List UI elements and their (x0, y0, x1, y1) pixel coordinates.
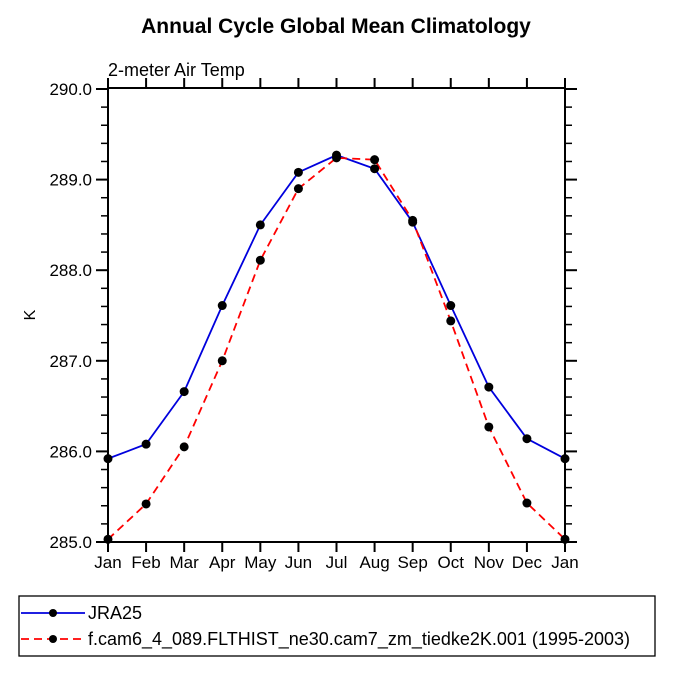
legend-box (18, 595, 656, 657)
legend-sample-marker (49, 609, 57, 617)
x-tick-label: Jan (94, 553, 121, 572)
legend-sample-marker (49, 635, 57, 643)
axis-tick-labels: 285.0 286.0 287.0 288.0 289.0 290.0 Jan Feb Mar A… (49, 80, 578, 572)
series-marker (332, 153, 341, 163)
series-marker (255, 255, 265, 265)
plot-border (107, 87, 566, 543)
series-marker (484, 382, 494, 392)
y-tick-label: 285.0 (49, 533, 92, 552)
series-marker (408, 215, 418, 225)
series-marker (217, 301, 227, 311)
x-tick-label: Oct (438, 553, 465, 572)
chart-subtitle: 2-meter Air Temp (108, 60, 245, 80)
x-tick-label: Apr (209, 553, 236, 572)
series-marker (179, 387, 189, 397)
chart-title: Annual Cycle Global Mean Climatology (141, 15, 531, 38)
x-tick-label: Dec (512, 553, 543, 572)
x-tick-label: Nov (474, 553, 505, 572)
axes-frame (107, 87, 566, 543)
y-tick-label: 290.0 (49, 80, 92, 99)
series-marker (446, 301, 456, 311)
series-marker (217, 356, 227, 366)
series-marker (293, 184, 303, 194)
series-marker (484, 422, 494, 432)
series-line-1 (107, 156, 566, 540)
x-tick-label: May (244, 553, 277, 572)
y-axis-label: K (22, 309, 39, 320)
data-series (103, 150, 570, 544)
y-tick-label: 289.0 (49, 171, 92, 190)
series-marker (141, 439, 151, 449)
x-tick-label: Sep (398, 553, 428, 572)
series-marker (103, 454, 113, 464)
series-marker (103, 534, 113, 544)
x-tick-label: Mar (170, 553, 200, 572)
series-marker (293, 167, 303, 177)
x-tick-label: Jan (551, 553, 578, 572)
y-tick-label: 288.0 (49, 261, 92, 280)
series-marker (370, 164, 380, 174)
y-tick-label: 287.0 (49, 352, 92, 371)
x-tick-label: Aug (359, 553, 389, 572)
series-line-0 (107, 154, 566, 460)
legend-label: f.cam6_4_089.FLTHIST_ne30.cam7_zm_tiedke… (88, 629, 630, 650)
series-marker (446, 316, 456, 326)
x-tick-label: Feb (131, 553, 160, 572)
series-marker (522, 434, 532, 444)
series-marker (560, 534, 570, 544)
series-marker (255, 220, 265, 230)
series-marker (522, 498, 532, 508)
legend-label: JRA25 (88, 603, 142, 623)
axis-ticks (96, 78, 577, 552)
series-marker (370, 155, 380, 165)
y-tick-label: 286.0 (49, 442, 92, 461)
legend: JRA25 f.cam6_4_089.FLTHIST_ne30.cam7_zm_t… (18, 595, 656, 657)
series-marker (560, 454, 570, 464)
x-tick-label: Jul (326, 553, 348, 572)
series-marker (179, 442, 189, 452)
x-tick-label: Jun (285, 553, 312, 572)
series-marker (141, 499, 151, 509)
